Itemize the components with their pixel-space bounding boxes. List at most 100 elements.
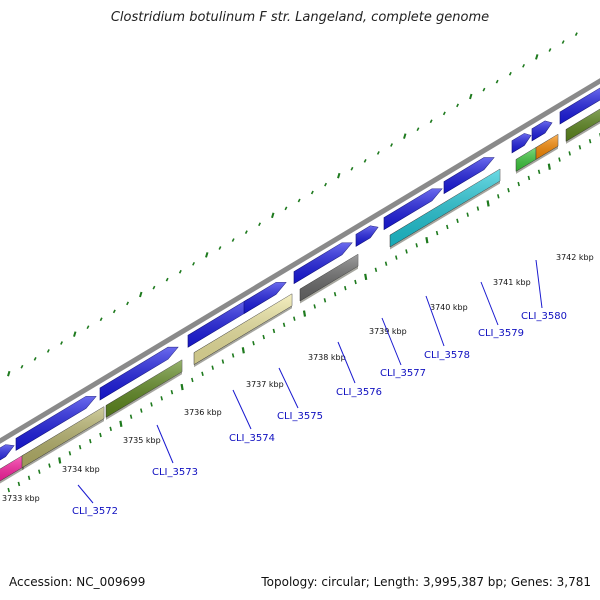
outer-tick	[178, 269, 182, 274]
forward-gene-shade	[0, 444, 14, 461]
outer-tick	[20, 364, 24, 369]
scale-tick	[547, 163, 551, 170]
cog-gene-shade	[566, 108, 600, 142]
forward-gene-shade	[532, 121, 552, 141]
scale-tick	[446, 224, 449, 230]
outer-tick	[139, 291, 143, 298]
gene-label[interactable]: CLI_3574	[229, 433, 275, 444]
outer-tick	[165, 277, 169, 282]
scale-tick	[497, 194, 500, 199]
outer-tick-row	[7, 32, 578, 377]
gene-label-leader	[480, 281, 499, 326]
scale-tick	[109, 426, 112, 432]
scale-tick	[140, 408, 143, 413]
forward-gene-track	[0, 87, 600, 461]
outer-tick	[324, 182, 328, 187]
cog-gene-shade	[194, 293, 292, 365]
outer-tick	[152, 285, 156, 290]
scale-tick	[486, 200, 490, 207]
cog-gene-shade	[0, 454, 24, 482]
gene-label[interactable]: CLI_3572	[72, 506, 118, 517]
gene-label-leader	[535, 259, 543, 309]
gene-label-leaders	[77, 259, 543, 504]
forward-gene-shade	[188, 299, 258, 348]
scale-tick	[302, 310, 307, 317]
forward-gene-shade	[100, 347, 178, 400]
scale-tick	[405, 249, 408, 254]
outer-tick	[482, 87, 486, 92]
scale-tick	[323, 298, 327, 303]
gene-label[interactable]: CLI_3575	[277, 411, 323, 422]
gene-label-leader	[425, 295, 445, 347]
outer-tick	[403, 133, 407, 139]
outer-tick	[99, 317, 103, 322]
gene-label[interactable]: CLI_3580	[521, 311, 567, 322]
scale-tick	[588, 139, 592, 144]
cog-gene-edge	[22, 418, 104, 471]
outer-tick	[7, 370, 11, 377]
map-title: Clostridium botulinum F str. Langeland, …	[110, 10, 490, 25]
scale-tick	[364, 273, 368, 281]
scale-tick	[7, 487, 10, 493]
scale-tick	[231, 353, 235, 358]
scale-tick	[221, 359, 225, 364]
scale-tick	[99, 432, 102, 438]
forward-gene-shade	[384, 188, 442, 230]
outer-tick	[469, 93, 473, 100]
outer-tick	[33, 357, 37, 361]
scale-tick	[180, 383, 184, 391]
gene-label-leader	[381, 317, 402, 366]
cog-gene-edge	[0, 466, 24, 484]
outer-tick	[86, 325, 90, 330]
cog-gene-edge	[390, 181, 500, 250]
scale-tick	[374, 267, 378, 272]
cog-gene-edge	[300, 266, 358, 304]
scale-tick	[578, 145, 582, 150]
backbone-line	[0, 78, 600, 444]
outer-tick	[46, 349, 50, 353]
forward-gene-shade	[444, 157, 494, 194]
cog-gene-shade	[22, 406, 104, 468]
outer-tick	[429, 119, 433, 124]
outer-tick	[60, 341, 64, 345]
scale-tick	[344, 285, 347, 291]
accession-text: Accession: NC_009699	[9, 575, 146, 589]
gene-label[interactable]: CLI_3573	[152, 467, 198, 478]
scale-tick	[17, 481, 21, 487]
scale-tick	[507, 188, 510, 193]
gene-label[interactable]: CLI_3577	[380, 368, 426, 379]
scale-tick	[313, 304, 316, 309]
scale-label: 3740 kbp	[430, 303, 468, 312]
outer-tick	[561, 40, 565, 44]
gene-label-leader	[278, 367, 299, 409]
outer-tick	[244, 230, 248, 234]
scale-tick	[89, 438, 92, 444]
scale-tick	[262, 334, 265, 340]
outer-tick	[126, 301, 130, 306]
gene-label[interactable]: CLI_3579	[478, 328, 524, 339]
scale-tick	[201, 371, 204, 376]
scale-label: 3735 kbp	[123, 436, 161, 445]
scale-tick	[435, 230, 439, 236]
scale-tick	[384, 261, 388, 266]
outer-tick	[112, 309, 116, 314]
forward-gene-shade	[560, 88, 600, 124]
cog-gene-shade	[300, 254, 358, 301]
scale-tick	[415, 243, 418, 248]
forward-gene-shade	[16, 396, 96, 451]
outer-tick	[192, 261, 196, 266]
scale-tick	[78, 445, 82, 450]
topology-text: Topology: circular; Length: 3,995,387 bp…	[261, 575, 591, 589]
scale-tick	[170, 389, 174, 395]
forward-gene-shade	[512, 133, 531, 153]
gene-label[interactable]: CLI_3576	[336, 387, 382, 398]
scale-tick	[211, 365, 214, 370]
outer-tick	[73, 331, 77, 337]
gene-label[interactable]: CLI_3578	[424, 350, 470, 361]
gene-label-leader	[77, 484, 94, 504]
cog-gene-track	[0, 108, 600, 484]
scale-tick	[160, 396, 163, 401]
scale-tick-row	[0, 133, 600, 501]
